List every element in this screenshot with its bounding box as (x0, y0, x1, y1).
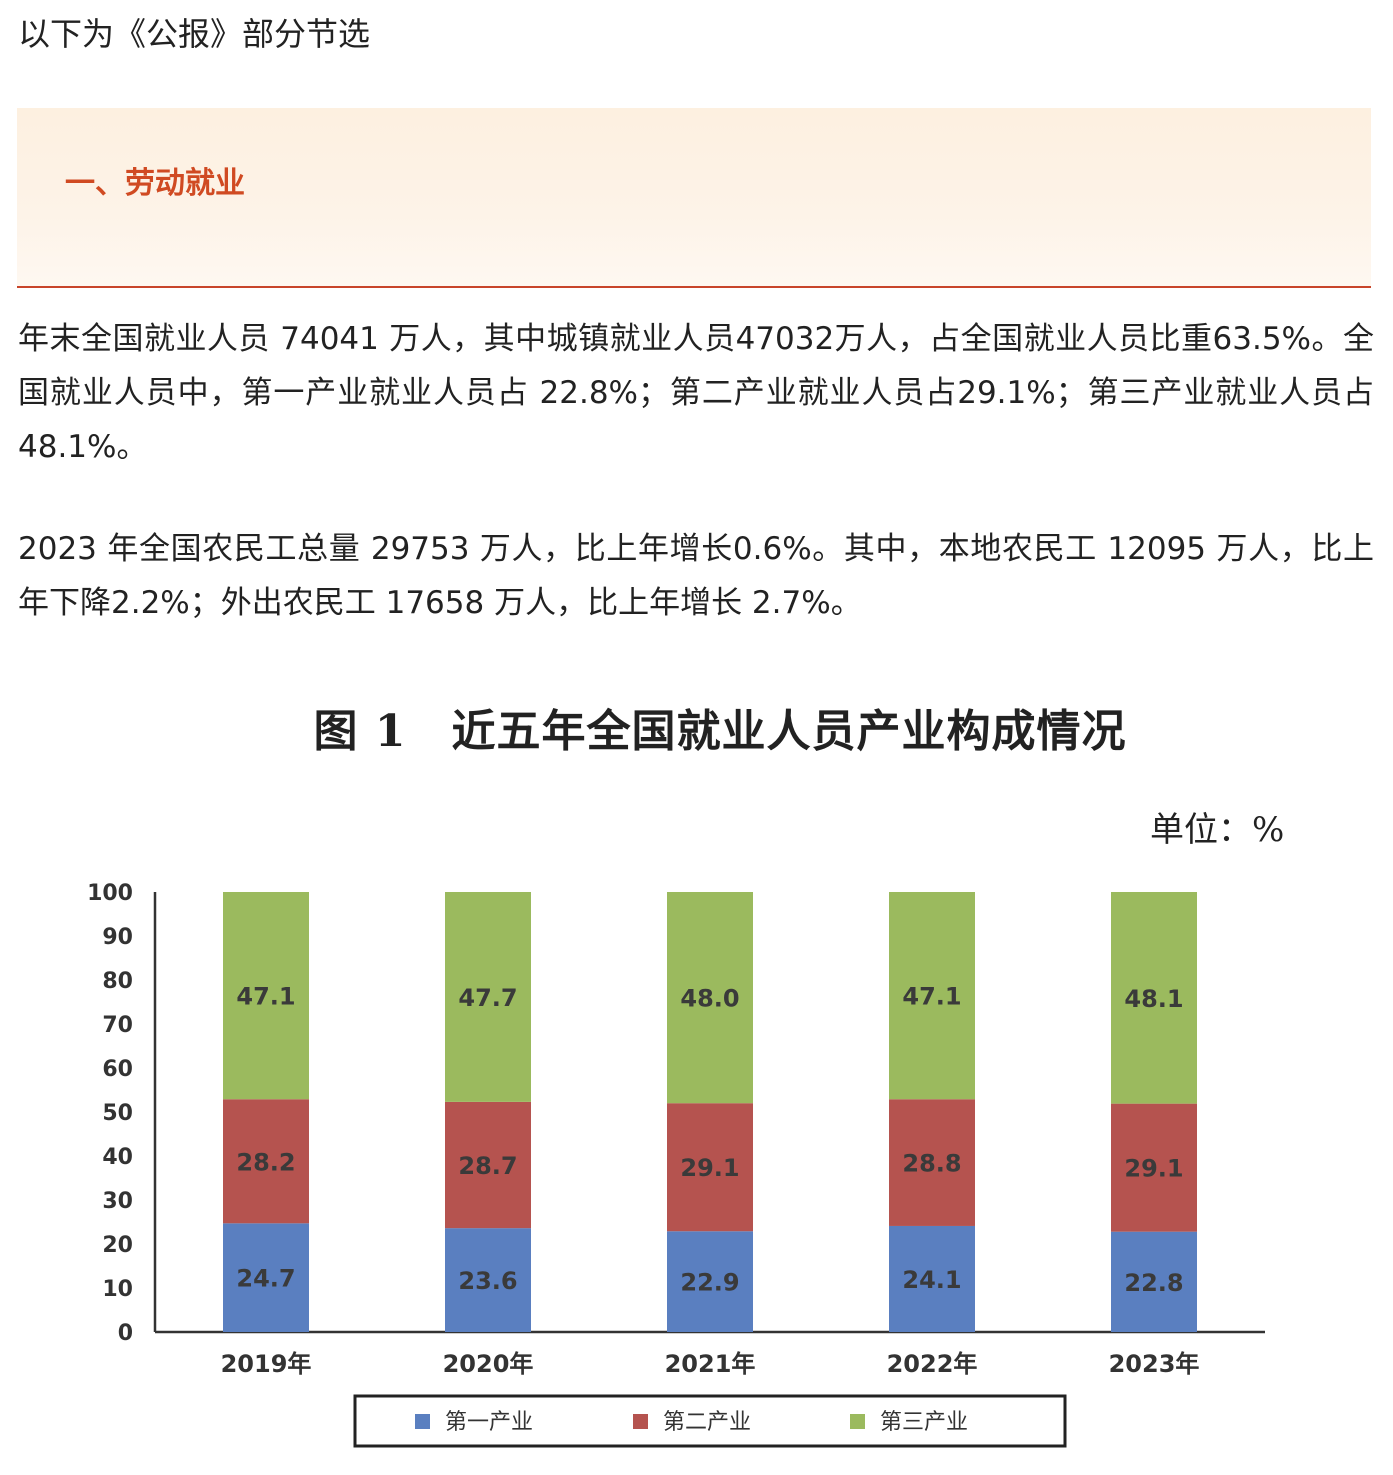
y-tick-label: 0 (118, 1321, 133, 1346)
legend-swatch (850, 1414, 865, 1429)
y-tick-label: 50 (102, 1101, 133, 1126)
chart-legend: 第一产业 第二产业 第三产业 (353, 1394, 1067, 1448)
bar-segment (889, 892, 975, 1100)
bar-segment (445, 892, 531, 1102)
x-category-label: 2019年 (221, 1350, 312, 1378)
bar-segment (667, 1103, 753, 1232)
bar-segment (1111, 1231, 1197, 1332)
y-tick-label: 60 (102, 1057, 133, 1082)
bar-segment (223, 1099, 309, 1224)
bar-value-label: 29.1 (680, 1154, 739, 1182)
y-tick-label: 70 (102, 1013, 133, 1038)
y-tick-label: 30 (102, 1189, 133, 1214)
bar-value-label: 22.8 (1124, 1269, 1183, 1297)
y-tick-label: 20 (102, 1233, 133, 1258)
paragraph-migrant-workers: 2023 年全国农民工总量 29753 万人，比上年增长0.6%。其中，本地农民… (18, 531, 1374, 621)
bar-value-label: 29.1 (1124, 1155, 1183, 1183)
bar-value-label: 47.7 (458, 984, 517, 1012)
chart-axes: 0 10 20 30 40 50 60 70 80 90 100 2019年 2020年 2021年 202… (87, 881, 1265, 1378)
legend-label: 第三产业 (880, 1410, 968, 1435)
legend-swatch (415, 1414, 430, 1429)
bar-value-label: 47.1 (236, 983, 295, 1011)
bar-value-label: 48.1 (1124, 985, 1183, 1013)
bar-value-label: 24.7 (236, 1265, 295, 1293)
bar-segment (1111, 1103, 1197, 1232)
x-category-label: 2022年 (887, 1350, 978, 1378)
section-title: 一、劳动就业 (65, 166, 245, 201)
bar-segment (445, 1101, 531, 1229)
bar-segment (889, 1099, 975, 1226)
x-category-label: 2021年 (665, 1350, 756, 1378)
y-tick-label: 100 (87, 881, 133, 906)
bar-value-label: 28.7 (458, 1152, 517, 1180)
figure-title: 图 1 近五年全国就业人员产业构成情况 (313, 706, 1127, 757)
bar-segment (667, 892, 753, 1104)
bar-segment (223, 1223, 309, 1332)
bar-segment (223, 892, 309, 1100)
y-tick-label: 80 (102, 969, 133, 994)
bar-value-label: 28.8 (902, 1150, 961, 1178)
legend-label: 第一产业 (445, 1410, 533, 1435)
bar-value-label: 24.1 (902, 1266, 961, 1294)
chart-bars: 24.7 28.2 47.1 23.6 28.7 47.7 22.9 29.1 48.0 24.1… (223, 892, 1197, 1332)
legend-box (353, 1394, 1067, 1448)
bar-value-label: 47.1 (902, 983, 961, 1011)
bar-value-label: 23.6 (458, 1267, 517, 1295)
bar-segment (445, 1228, 531, 1332)
bar-value-label: 28.2 (236, 1148, 295, 1176)
legend-label: 第二产业 (663, 1410, 751, 1435)
bar-segment (889, 1225, 975, 1332)
y-tick-label: 40 (102, 1145, 133, 1170)
x-category-label: 2020年 (443, 1350, 534, 1378)
x-category-label: 2023年 (1109, 1350, 1200, 1378)
legend-swatch (633, 1414, 648, 1429)
stacked-bar-chart: 0 10 20 30 40 50 60 70 80 90 100 2019年 2020年 2021年 202… (87, 881, 1265, 1448)
bar-segment (1111, 892, 1197, 1104)
unit-label: 单位：% (1150, 810, 1285, 850)
paragraph-employment: 年末全国就业人员 74041 万人，其中城镇就业人员47032万人，占全国就业人… (18, 321, 1374, 465)
bar-value-label: 22.9 (680, 1269, 739, 1297)
intro-text: 以下为《公报》部分节选 (18, 15, 371, 53)
bar-value-label: 48.0 (680, 985, 739, 1013)
section-header: 一、劳动就业 (17, 108, 1371, 288)
bar-segment (667, 1231, 753, 1332)
y-tick-label: 90 (102, 925, 133, 950)
y-tick-label: 10 (102, 1277, 133, 1302)
